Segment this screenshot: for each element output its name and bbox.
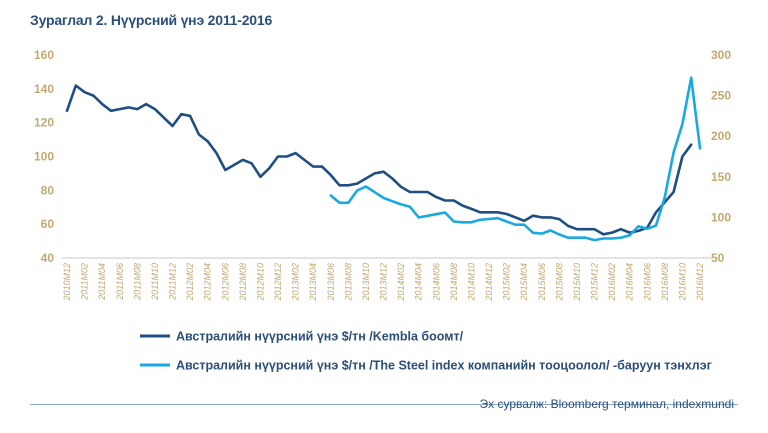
x-tick-label: 2011M06 [115, 263, 125, 301]
x-tick-label: 2016M04 [625, 263, 635, 302]
right-y-axis: 50 100 150 200 250 300 [711, 48, 731, 265]
x-tick-label: 2012M12 [273, 263, 283, 302]
left-y-tick-label: 40 [41, 251, 55, 265]
x-tick-label: 2013M10 [361, 263, 371, 302]
x-tick-label: 2014M10 [466, 263, 476, 302]
x-tick-label: 2014M08 [449, 263, 459, 302]
right-y-tick-label: 100 [711, 210, 731, 224]
left-y-tick-label: 120 [34, 116, 54, 130]
x-tick-label: 2016M08 [660, 263, 670, 302]
left-y-tick-label: 160 [34, 48, 54, 62]
x-tick-label: 2016M12 [695, 263, 705, 302]
x-tick-label: 2016M06 [642, 263, 652, 302]
chart-title: Зураглал 2. Нүүрсний үнэ 2011-2016 [30, 12, 273, 28]
x-tick-label: 2013M08 [343, 263, 353, 302]
x-tick-label: 2011M12 [168, 263, 178, 301]
x-tick-label: 2015M06 [537, 263, 547, 302]
x-tick-label: 2013M06 [326, 263, 336, 302]
x-tick-label: 2012M10 [255, 263, 265, 302]
legend-label-1: Австралийн нүүрсний үнэ $/тн /Kembla боо… [176, 330, 464, 344]
x-tick-label: 2015M10 [572, 263, 582, 302]
x-tick-label: 2013M02 [291, 263, 301, 302]
x-tick-label: 2014M06 [431, 263, 441, 302]
x-tick-label: 2012M06 [220, 263, 230, 302]
right-y-tick-label: 200 [711, 129, 731, 143]
x-tick-label: 2011M08 [132, 263, 142, 301]
source-note: Эх сурвалж: Bloomberg терминал, indexmun… [479, 397, 734, 411]
x-tick-label: 2015M12 [590, 263, 600, 302]
left-y-tick-label: 80 [41, 183, 55, 197]
series-lines [65, 76, 702, 242]
x-tick-label: 2010M12 [62, 263, 72, 302]
left-y-axis: 40 60 80 100 120 140 160 [34, 48, 54, 265]
x-tick-label: 2014M04 [414, 263, 424, 302]
left-y-tick-label: 60 [41, 217, 55, 231]
x-tick-label: 2013M04 [308, 263, 318, 302]
x-tick-label: 2016M02 [607, 263, 617, 302]
right-y-tick-label: 300 [711, 48, 731, 62]
x-tick-label: 2012M02 [185, 263, 195, 302]
source-divider [30, 404, 738, 405]
x-axis: 2010M12 2011M02 2011M04 2011M06 2011M08 2011M… [62, 263, 705, 302]
right-y-tick-label: 250 [711, 89, 731, 103]
right-y-tick-label: 150 [711, 170, 731, 184]
left-y-tick-label: 100 [34, 150, 54, 164]
x-tick-label: 2015M08 [554, 263, 564, 302]
x-tick-label: 2011M04 [97, 263, 107, 301]
x-tick-label: 2011M02 [80, 263, 90, 301]
series-line-2 [329, 76, 702, 242]
right-y-tick-label: 50 [711, 251, 725, 265]
x-tick-label: 2014M12 [484, 263, 494, 302]
x-tick-label: 2016M10 [677, 263, 687, 302]
x-tick-label: 2012M04 [203, 263, 213, 302]
legend: Австралийн нүүрсний үнэ $/тн /Kembla боо… [140, 330, 712, 373]
left-y-tick-label: 140 [34, 82, 54, 96]
series-line-1 [65, 84, 693, 236]
x-tick-label: 2012M08 [238, 263, 248, 302]
x-tick-label: 2013M12 [379, 263, 389, 302]
x-tick-label: 2014M02 [396, 263, 406, 302]
x-tick-label: 2011M10 [150, 263, 160, 301]
legend-label-2: Австралийн нүүрсний үнэ $/тн /The Steel … [176, 359, 712, 373]
x-tick-label: 2015M02 [502, 263, 512, 302]
x-tick-label: 2015M04 [519, 263, 529, 302]
